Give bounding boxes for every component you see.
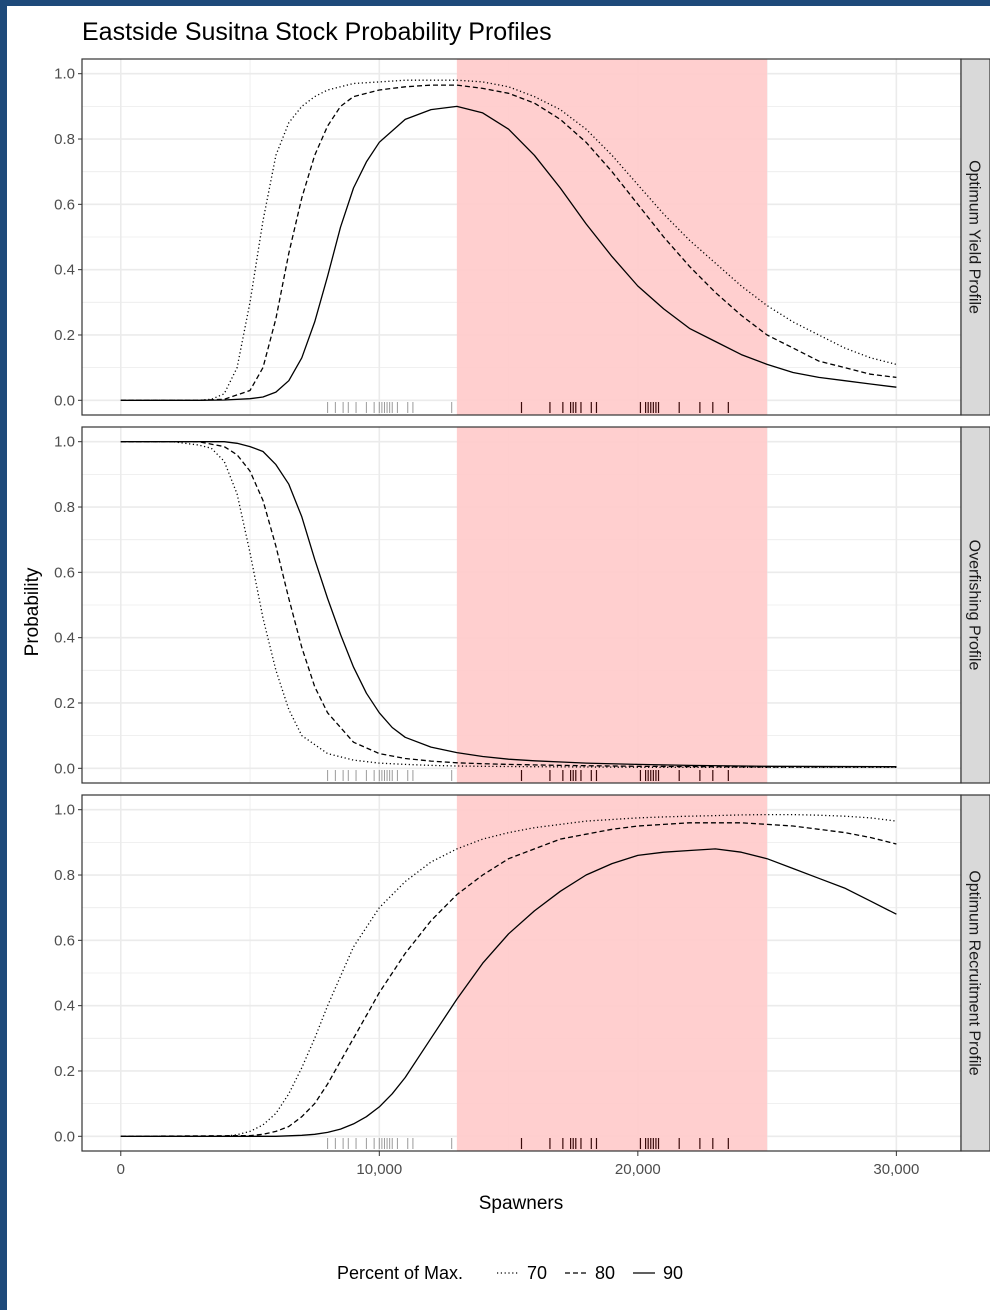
chart-canvas: Eastside Susitna Stock Probability Profi… — [7, 6, 990, 1310]
y-tick-label: 0.0 — [54, 392, 75, 409]
y-axis-label: Probability — [22, 567, 43, 656]
shaded-region — [456, 427, 768, 783]
series-line-90 — [120, 848, 897, 1137]
y-tick-label: 0.2 — [54, 1063, 75, 1080]
y-tick-label: 0.8 — [54, 131, 75, 148]
legend: Percent of Max. 70 80 90 — [337, 1263, 683, 1283]
legend-label-70: 70 — [527, 1263, 547, 1283]
facet-strip — [960, 58, 990, 416]
y-tick-label: 1.0 — [54, 66, 75, 83]
x-axis-label: Spawners — [479, 1193, 564, 1214]
y-tick-label: 0.8 — [54, 499, 75, 516]
facet-strip — [960, 794, 990, 1152]
chart-title: Eastside Susitna Stock Probability Profi… — [82, 18, 552, 46]
facet-strip-label: Overfishing Profile — [966, 540, 983, 671]
x-tick-label: 0 — [117, 1161, 125, 1178]
series-line-70 — [120, 79, 897, 401]
y-tick-label: 0.4 — [54, 262, 75, 279]
y-tick-label: 0.2 — [54, 695, 75, 712]
x-axis: 0 10,000 20,000 30,000 — [117, 1151, 919, 1178]
y-tick-label: 0.4 — [54, 998, 75, 1015]
series-line-80 — [120, 822, 897, 1137]
y-tick-label: 1.0 — [54, 802, 75, 819]
y-tick-label: 0.6 — [54, 932, 75, 949]
series-line-80 — [120, 84, 897, 401]
y-tick-label: 1.0 — [54, 434, 75, 451]
series-line-90 — [120, 441, 897, 768]
y-tick-label: 0.6 — [54, 564, 75, 581]
y-tick-label: 0.0 — [54, 1128, 75, 1145]
legend-label-90: 90 — [663, 1263, 683, 1283]
shaded-region — [456, 59, 768, 415]
y-tick-label: 0.0 — [54, 760, 75, 777]
panel-3: 0.0 0.2 0.4 0.6 0.8 1.0 Optimum Recruitment Pr… — [54, 794, 990, 1152]
y-tick-label: 0.8 — [54, 867, 75, 884]
series-line-80 — [120, 441, 897, 768]
x-tick-label: 30,000 — [873, 1161, 919, 1178]
panel-2: 0.0 0.2 0.4 0.6 0.8 1.0 Overfishing Profile — [54, 426, 990, 784]
series-line-90 — [120, 105, 897, 401]
facet-strip-label: Optimum Yield Profile — [966, 160, 983, 314]
panel-1: 0.0 0.2 0.4 0.6 0.8 1.0 Optimum Yield Profile — [54, 58, 990, 416]
legend-title: Percent of Max. — [337, 1263, 463, 1283]
facet-strip-label: Optimum Recruitment Profile — [966, 870, 983, 1075]
facet-strip — [960, 426, 990, 784]
y-tick-label: 0.2 — [54, 327, 75, 344]
y-tick-label: 0.6 — [54, 196, 75, 213]
chart-svg: Eastside Susitna Stock Probability Profi… — [22, 18, 990, 1283]
x-tick-label: 20,000 — [615, 1161, 661, 1178]
series-line-70 — [120, 441, 897, 768]
x-tick-label: 10,000 — [356, 1161, 402, 1178]
legend-label-80: 80 — [595, 1263, 615, 1283]
shaded-region — [456, 795, 768, 1151]
y-tick-label: 0.4 — [54, 630, 75, 647]
